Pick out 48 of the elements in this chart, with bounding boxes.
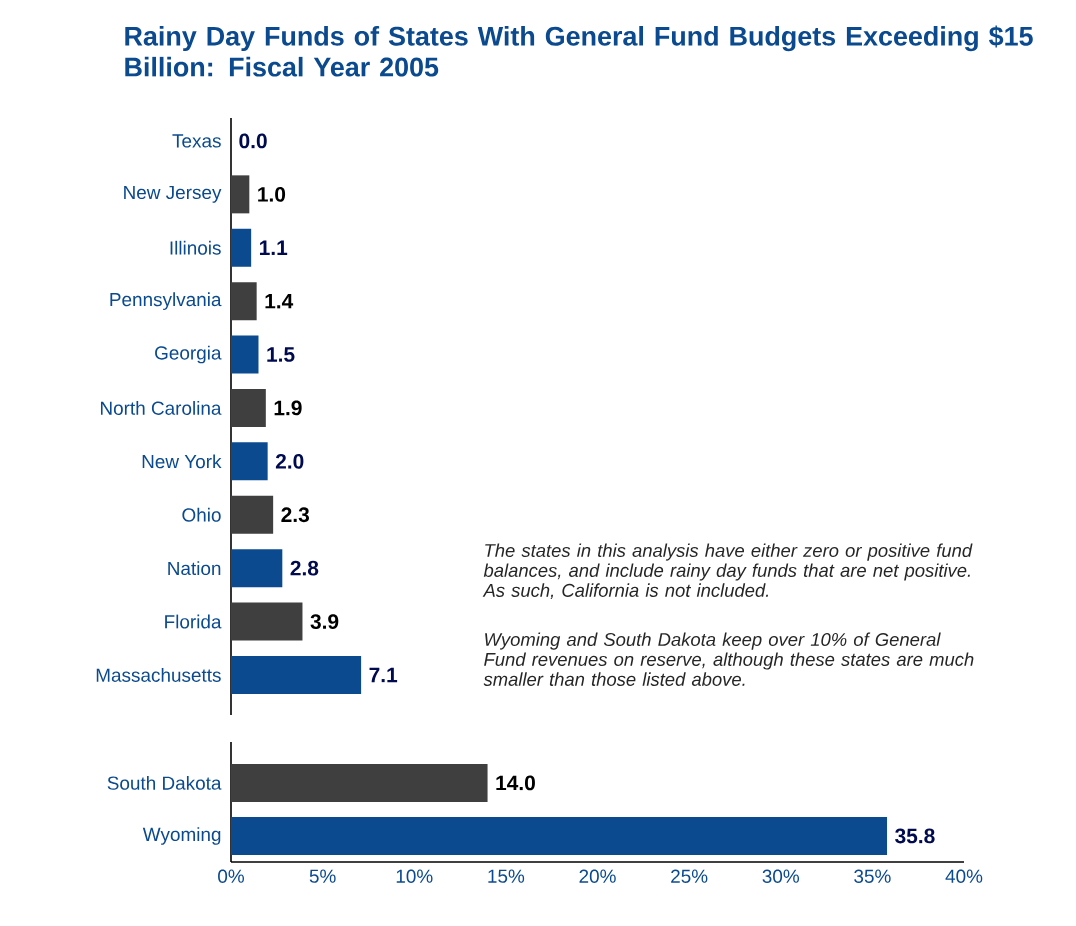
- bar: [231, 282, 257, 321]
- data-label: 14.0: [496, 775, 535, 791]
- x-tick-label: 0%: [218, 869, 244, 883]
- bar: [231, 495, 274, 534]
- chart-title: Rainy Day Funds of States With General Fund Budgets Exceeding $15 Billion: Fiscal Year 2005: [125, 25, 1033, 77]
- bar: [231, 335, 259, 374]
- y-tick-label: New Jersey: [124, 185, 222, 203]
- data-label: 2.8: [290, 560, 319, 576]
- y-tick-label: Pennsylvania: [110, 292, 222, 310]
- bar: [231, 549, 283, 588]
- y-tick-label: Georgia: [155, 345, 222, 364]
- x-tick-label: 35%: [854, 869, 891, 883]
- x-tick-label: 25%: [671, 869, 708, 883]
- x-tick-label: 20%: [579, 869, 616, 883]
- y-tick-label: Nation: [168, 561, 221, 576]
- bar: [231, 602, 303, 641]
- y-tick-label: North Carolina: [100, 401, 222, 415]
- bar: [231, 175, 250, 214]
- data-label: 1.9: [274, 400, 302, 416]
- x-tick-label: 5%: [309, 869, 336, 883]
- y-tick-label: South Dakota: [107, 775, 222, 790]
- bar: [231, 442, 268, 481]
- data-label: 35.8: [895, 828, 935, 844]
- y-tick-label: Illinois: [170, 240, 221, 255]
- y-tick-label: New York: [142, 454, 222, 469]
- bar: [231, 655, 362, 694]
- y-tick-label: Massachusetts: [96, 668, 221, 682]
- x-tick-label: 15%: [488, 869, 525, 883]
- data-label: 1.1: [259, 240, 288, 255]
- data-label: 2.3: [281, 507, 309, 523]
- y-tick-label: Texas: [172, 134, 221, 148]
- x-tick-label: 40%: [945, 869, 983, 883]
- y-tick-label: Florida: [165, 614, 222, 629]
- data-label: 7.1: [369, 667, 398, 683]
- bar: [231, 388, 266, 427]
- data-label: 3.9: [310, 614, 339, 629]
- data-label: 1.0: [258, 186, 286, 202]
- x-tick-label: 10%: [396, 869, 433, 883]
- y-tick-label: Ohio: [182, 507, 221, 522]
- data-label: 2.0: [275, 453, 304, 469]
- x-tick-label: 30%: [762, 869, 800, 883]
- bar: [231, 228, 252, 267]
- data-label: 1.4: [265, 293, 294, 309]
- data-label: 1.5: [267, 347, 295, 362]
- annotation: Wyoming and South Dakota keep over 10% of General Fund revenues on reserve, although these states are much smaller than those listed above.: [483, 632, 974, 686]
- y-tick-label: Wyoming: [142, 827, 221, 845]
- data-label: 0.0: [239, 133, 267, 149]
- annotation: The states in this analysis have either zero or positive fund balances, and include rainy day funds that are net positive. As such, California is not included.: [482, 543, 973, 600]
